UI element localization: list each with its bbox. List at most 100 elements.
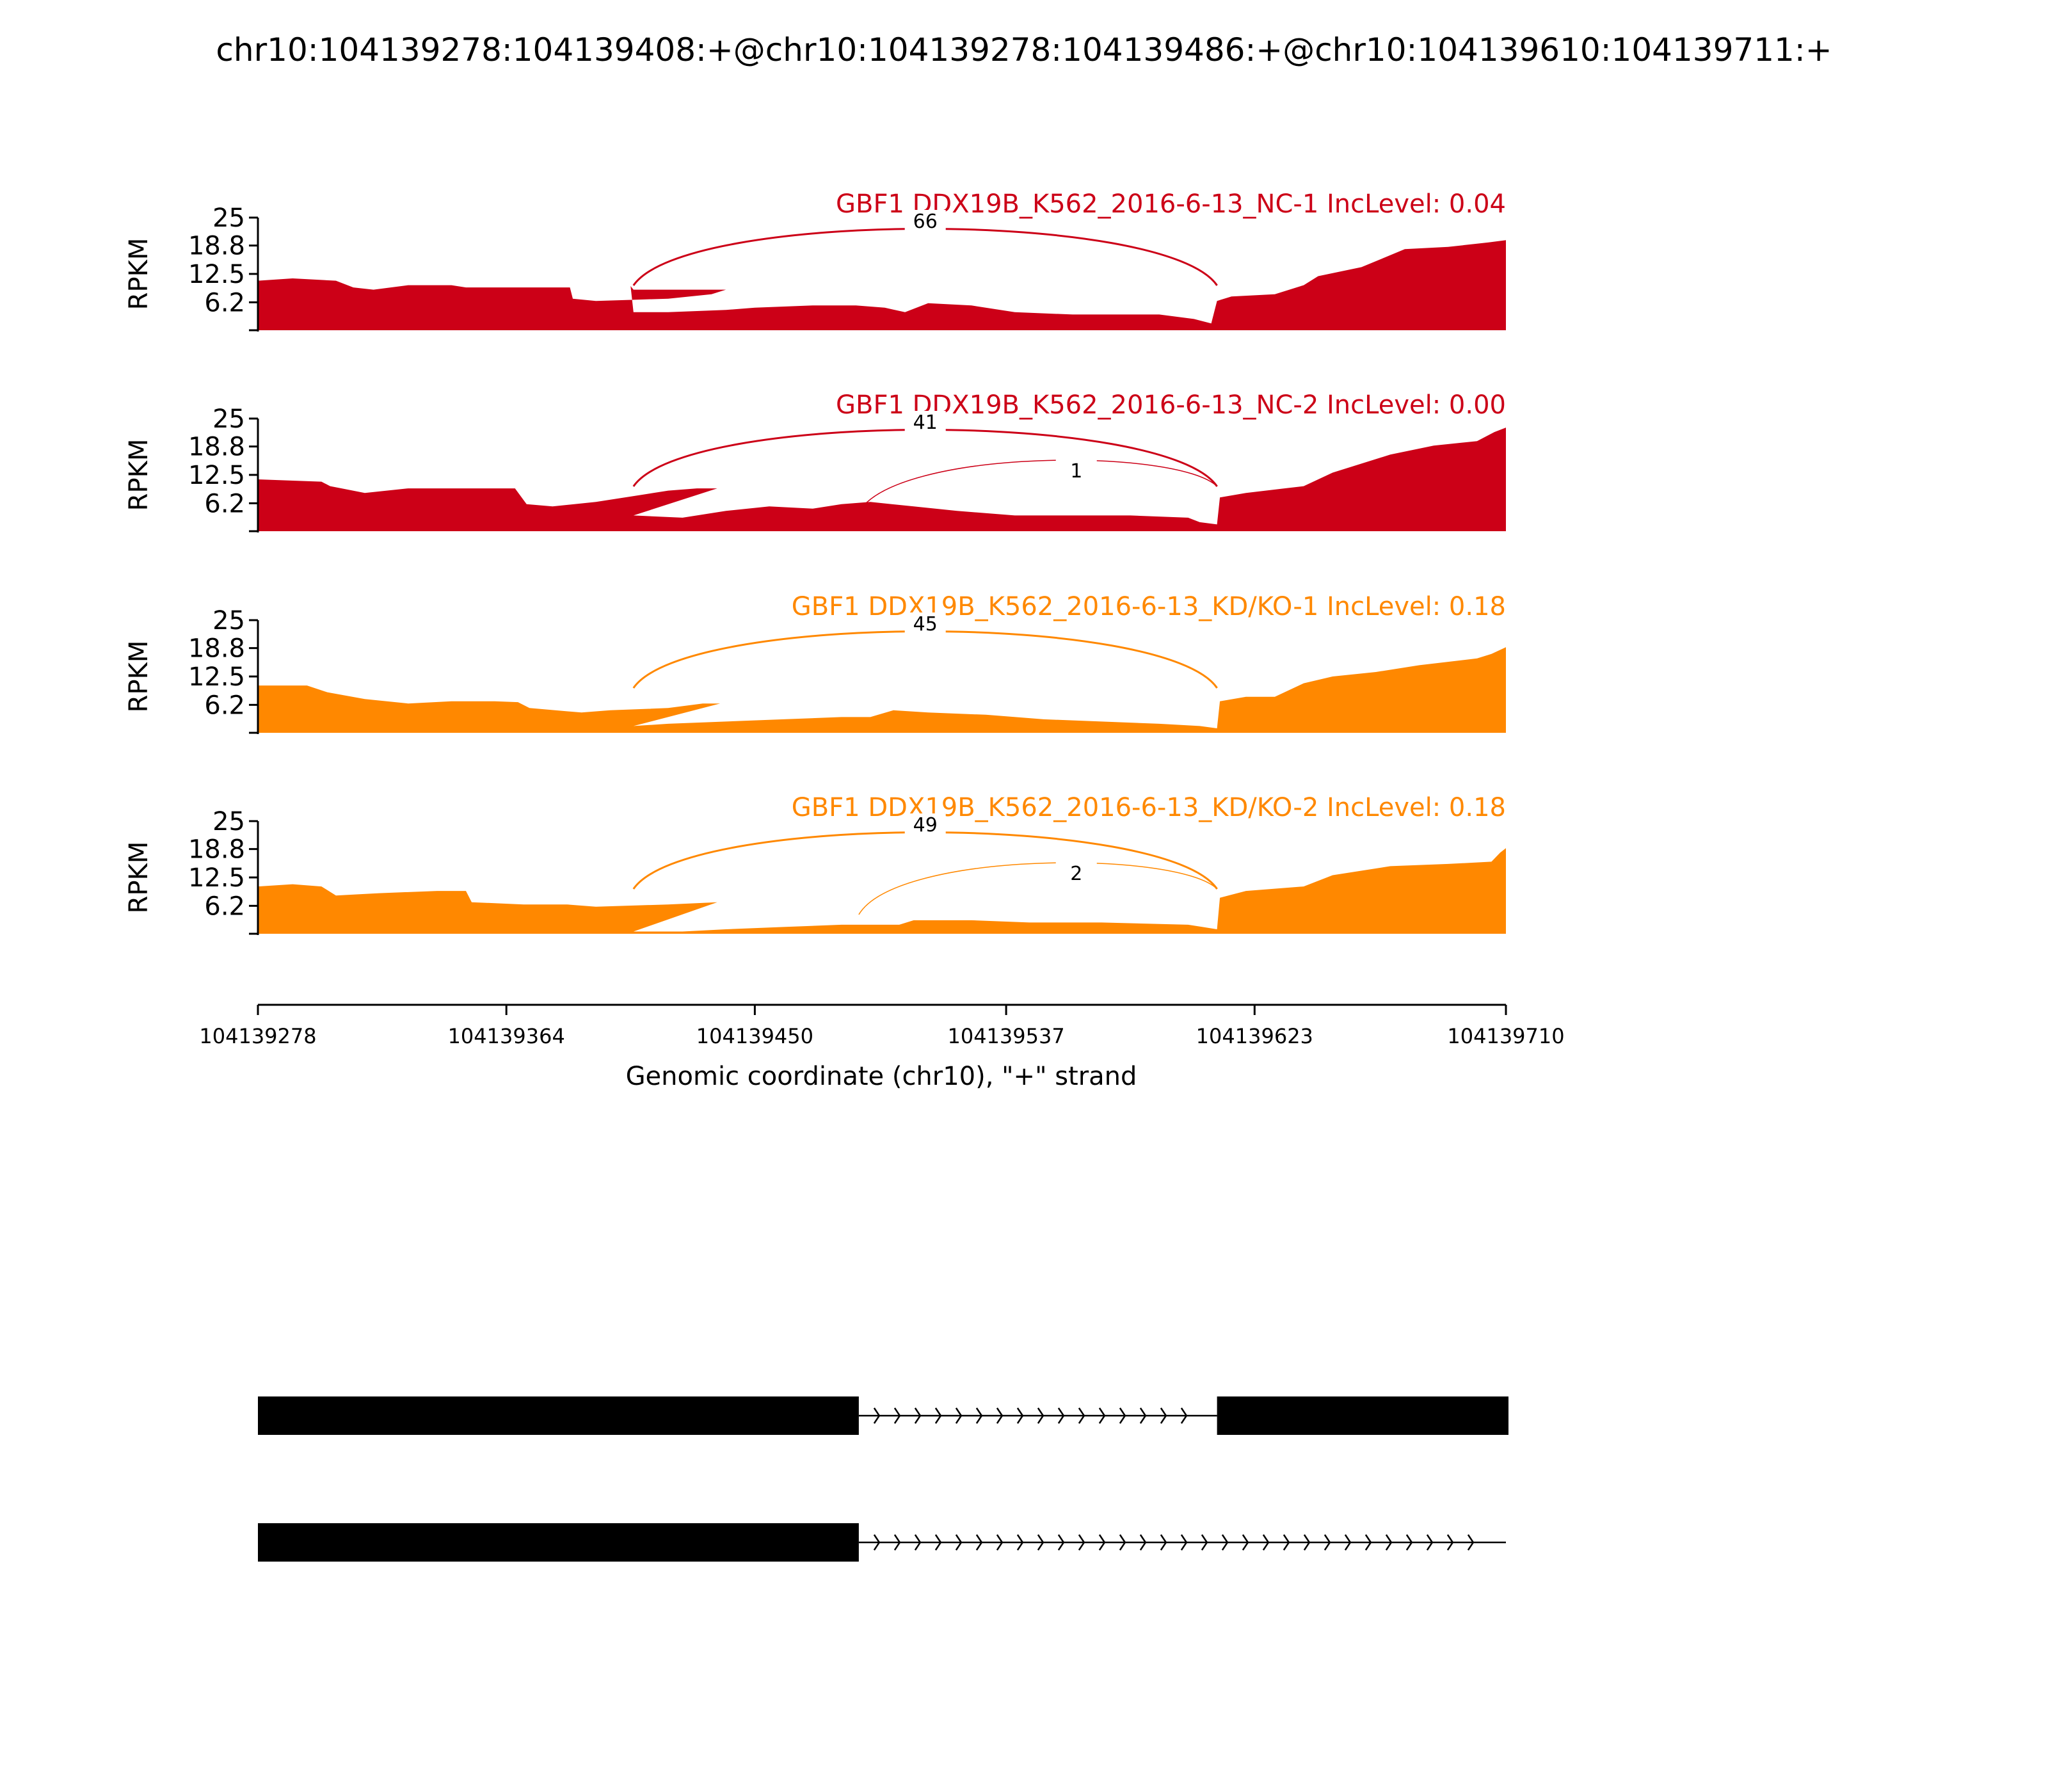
y-tick-label: 25 [212, 204, 245, 233]
exon-block [1217, 1396, 1508, 1435]
strand-arrow [914, 1407, 922, 1424]
strand-arrow [873, 1534, 881, 1551]
track-label: GBF1 DDX19B_K562_2016-6-13_KD/KO-2 IncLe… [792, 793, 1506, 822]
coverage-area [258, 848, 1506, 934]
strand-arrow [1016, 1407, 1024, 1424]
y-tick-label: 18.8 [188, 634, 245, 664]
y-axis-label: RPKM [124, 238, 154, 310]
strand-arrow [1405, 1534, 1413, 1551]
strand-arrow [1446, 1534, 1454, 1551]
y-tick-label: 6.2 [204, 288, 245, 317]
strand-arrow [1139, 1407, 1147, 1424]
junction-arc [632, 429, 1218, 487]
strand-arrow [1467, 1534, 1475, 1551]
strand-arrow [1139, 1534, 1147, 1551]
strand-arrow [955, 1534, 963, 1551]
strand-arrow [1119, 1534, 1126, 1551]
strand-arrow [1057, 1407, 1065, 1424]
x-axis-label: Genomic coordinate (chr10), "+" strand [626, 1062, 1137, 1091]
y-tick-label: 18.8 [188, 433, 245, 462]
junction-arc [632, 228, 1218, 286]
y-axis-label: RPKM [124, 842, 154, 914]
x-tick-label: 104139450 [696, 1024, 813, 1048]
strand-arrow [934, 1407, 942, 1424]
transcript-models [258, 1396, 1508, 1562]
y-axis-label: RPKM [124, 641, 154, 713]
track-label: GBF1 DDX19B_K562_2016-6-13_NC-1 IncLevel… [836, 189, 1506, 219]
junction-label-bg [904, 813, 946, 836]
junction-count-label: 2 [1070, 863, 1082, 885]
y-tick-label: 6.2 [204, 489, 245, 518]
x-tick-label: 104139278 [199, 1024, 316, 1048]
x-tick-label: 104139364 [448, 1024, 565, 1048]
strand-arrow [1283, 1534, 1290, 1551]
strand-arrow [893, 1534, 901, 1551]
x-axis: 104139278 104139364 104139450 104139537 1041… [199, 1004, 1565, 1048]
y-tick-label: 25 [212, 807, 245, 836]
strand-arrow [996, 1407, 1004, 1424]
coverage-area [258, 428, 1506, 531]
transcript-1 [258, 1396, 1508, 1435]
transcript-2 [258, 1523, 1506, 1562]
y-tick-label: 25 [212, 606, 245, 636]
strand-arrow [1426, 1534, 1434, 1551]
strand-arrow [1344, 1534, 1352, 1551]
strand-arrow [1242, 1534, 1249, 1551]
strand-arrow [1201, 1534, 1208, 1551]
junction-count-label: 45 [913, 613, 938, 636]
strand-arrow [1098, 1534, 1106, 1551]
junction-label-bg [904, 411, 946, 434]
strand-arrow [1078, 1407, 1085, 1424]
junction-count-label: 1 [1070, 460, 1082, 483]
strand-arrow [975, 1407, 983, 1424]
track-label: GBF1 DDX19B_K562_2016-6-13_KD/KO-1 IncLe… [792, 592, 1506, 621]
strand-arrow [1160, 1534, 1167, 1551]
y-tick-label: 18.8 [188, 835, 245, 865]
strand-arrow [1119, 1407, 1126, 1424]
strand-arrow [873, 1407, 881, 1424]
strand-arrow [1160, 1407, 1167, 1424]
junction-label-bg [904, 210, 946, 233]
strand-arrow [1037, 1534, 1044, 1551]
strand-arrow [1364, 1534, 1372, 1551]
strand-arrow [955, 1407, 963, 1424]
y-tick-label: 12.5 [188, 260, 245, 289]
junction-arc [632, 630, 1218, 689]
junction-arc [858, 862, 1218, 915]
strand-arrow [1057, 1534, 1065, 1551]
junction-arc [858, 460, 1218, 513]
strand-arrow [914, 1534, 922, 1551]
x-tick-label: 104139537 [947, 1024, 1064, 1048]
y-tick-label: 6.2 [204, 892, 245, 921]
exon-block [258, 1523, 859, 1562]
junction-label-bg [1055, 460, 1097, 483]
track-label: GBF1 DDX19B_K562_2016-6-13_NC-2 IncLevel… [836, 390, 1506, 420]
strand-arrow [1180, 1534, 1188, 1551]
chart-title: chr10:104139278:104139408:+@chr10:104139… [216, 31, 1832, 68]
strand-arrow [1221, 1534, 1229, 1551]
strand-arrow [975, 1534, 983, 1551]
y-tick-label: 6.2 [204, 691, 245, 720]
y-tick-label: 12.5 [188, 662, 245, 692]
junction-count-label: 41 [913, 412, 938, 434]
x-tick-label: 104139710 [1447, 1024, 1564, 1048]
strand-arrow [893, 1407, 901, 1424]
y-tick-label: 12.5 [188, 461, 245, 490]
coverage-area [258, 240, 1506, 330]
strand-arrow [934, 1534, 942, 1551]
y-axis-label: RPKM [124, 439, 154, 511]
junction-count-label: 66 [913, 211, 938, 233]
y-tick-label: 12.5 [188, 863, 245, 893]
strand-arrow [1385, 1534, 1393, 1551]
strand-arrow [1180, 1407, 1188, 1424]
exon-block [258, 1396, 859, 1435]
strand-arrow [1037, 1407, 1044, 1424]
x-tick-label: 104139623 [1196, 1024, 1313, 1048]
strand-arrow [1324, 1534, 1331, 1551]
strand-arrow [1078, 1534, 1085, 1551]
